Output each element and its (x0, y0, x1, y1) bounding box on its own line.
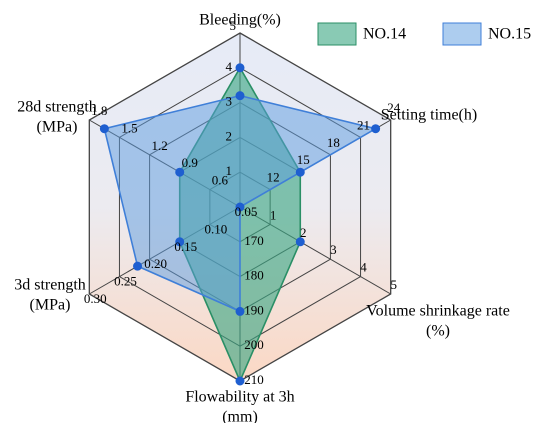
axis-title-5-unit: (MPa) (30, 297, 71, 314)
tick-label-axis1: 5 (230, 18, 237, 33)
tick-label-axis6: 0.9 (182, 155, 198, 170)
legend-swatch-NO.15 (442, 22, 482, 46)
tick-label-axis3: 5 (390, 277, 397, 292)
axis-title-3-unit: (%) (426, 323, 450, 340)
tick-label-axis5: 0.05 (235, 204, 258, 219)
tick-label-axis1: 4 (226, 59, 233, 74)
data-point-NO.15-5 (133, 261, 143, 271)
legend-label-NO.14: NO.14 (363, 26, 406, 43)
axis-title-1: Bleeding(%) (199, 12, 281, 29)
tick-label-axis6: 1.5 (121, 120, 137, 135)
data-point-NO.14-6 (175, 167, 185, 177)
tick-label-axis4: 180 (244, 268, 264, 283)
data-point-NO.15-3 (235, 202, 245, 212)
tick-label-axis5: 0.15 (174, 239, 197, 254)
tick-label-axis4: 190 (244, 302, 264, 317)
axis-title-6: 28d strength (17, 99, 97, 116)
tick-label-axis5: 0.10 (204, 221, 227, 236)
tick-label-axis2: 18 (327, 135, 340, 150)
tick-label-axis3: 4 (360, 260, 367, 275)
tick-label-axis3: 2 (300, 225, 307, 240)
data-point-NO.15-1 (235, 91, 245, 101)
tick-label-axis6: 1.8 (91, 103, 107, 118)
tick-label-axis1: 1 (226, 163, 233, 178)
tick-label-axis2: 24 (387, 100, 401, 115)
data-point-NO.14-2 (295, 167, 305, 177)
data-point-NO.15-2 (371, 124, 381, 134)
data-point-NO.14-1 (235, 63, 245, 73)
data-point-NO.14-4 (235, 376, 245, 386)
data-point-NO.15-4 (235, 306, 245, 316)
tick-label-axis4: 210 (244, 372, 264, 387)
data-point-NO.14-3 (295, 237, 305, 247)
legend-swatch-NO.14 (317, 22, 357, 46)
axis-title-3: Volume shrinkage rate (366, 303, 510, 320)
data-point-NO.15-6 (99, 124, 109, 134)
tick-label-axis5: 0.20 (144, 256, 167, 271)
axis-title-4: Flowability at 3h (185, 389, 294, 406)
axis-title-6-unit: (MPa) (37, 119, 78, 136)
tick-label-axis1: 2 (226, 128, 233, 143)
legend-label-NO.15: NO.15 (488, 26, 531, 43)
tick-label-axis5: 0.30 (84, 291, 107, 306)
tick-label-axis2: 12 (267, 170, 280, 185)
tick-label-axis3: 3 (330, 242, 337, 257)
tick-label-axis6: 0.6 (212, 173, 229, 188)
tick-label-axis2: 15 (297, 152, 310, 167)
tick-label-axis1: 3 (226, 94, 233, 109)
tick-label-axis5: 0.25 (114, 274, 137, 289)
axis-title-5: 3d strength (14, 277, 86, 294)
tick-label-axis6: 1.2 (151, 138, 167, 153)
tick-label-axis4: 170 (244, 233, 264, 248)
tick-label-axis2: 21 (357, 117, 370, 132)
data-point-NO.14-5 (175, 237, 185, 247)
axis-title-4-unit: (mm) (222, 409, 258, 423)
axis-title-2: Setting time(h) (381, 107, 477, 124)
tick-label-axis4: 200 (244, 337, 264, 352)
tick-label-axis3: 1 (270, 207, 277, 222)
